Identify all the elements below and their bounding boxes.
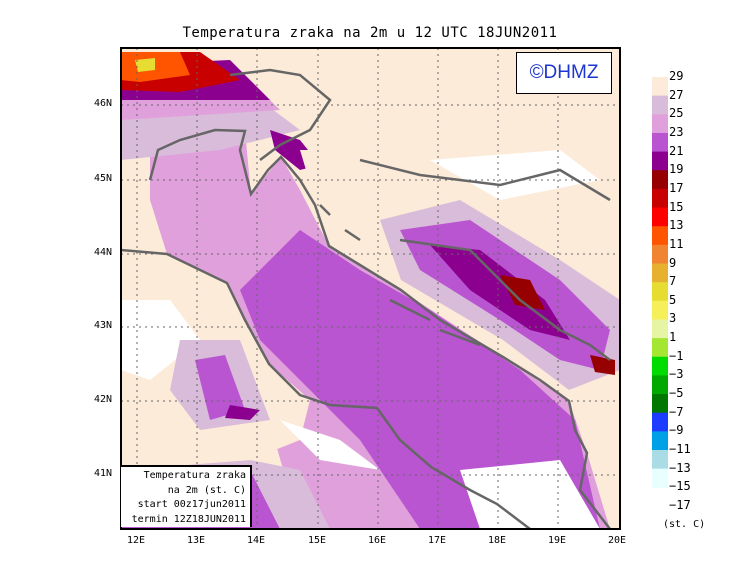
legend-label: 5: [669, 292, 677, 307]
legend-swatch: [652, 356, 668, 376]
legend-swatch: [652, 77, 668, 97]
lat-label: 43N: [94, 320, 113, 331]
legend-label: −15: [669, 479, 691, 494]
dinaric-warm: [430, 245, 570, 340]
map-title: Temperatura zraka na 2m u 12 UTC 18JUN20…: [182, 25, 558, 41]
legend-swatch: [652, 319, 668, 339]
legend-swatch: [652, 263, 668, 283]
lon-label: 20E: [608, 535, 627, 546]
legend-label: 3: [669, 311, 677, 326]
lat-label: 44N: [94, 247, 113, 258]
legend-label: 11: [669, 236, 684, 251]
gargano-white: [280, 420, 380, 470]
legend-swatch: [652, 450, 668, 470]
italy-warm: [225, 405, 260, 420]
legend-label: −5: [669, 386, 684, 401]
legend-label: −13: [669, 460, 691, 475]
legend-label: 15: [669, 199, 684, 214]
coastline: [121, 68, 611, 529]
legend-label: −3: [669, 367, 684, 382]
lat-label: 46N: [94, 98, 113, 109]
lat-label: 42N: [94, 394, 113, 405]
lon-label: 19E: [548, 535, 567, 546]
legend-swatch: [652, 132, 668, 153]
lon-label: 13E: [187, 535, 206, 546]
legend-label: −7: [669, 404, 684, 419]
legend-label: 9: [669, 255, 677, 270]
legend-swatch: [652, 244, 668, 264]
legend-swatch: [652, 338, 668, 358]
legend-swatch: [652, 207, 668, 227]
italy-purple: [195, 355, 245, 420]
info-line-3: start 00z17jun2011: [137, 499, 246, 510]
map-frame: [120, 47, 621, 530]
legend-label: −17: [669, 497, 691, 512]
legend-swatch: [652, 412, 668, 432]
legend-swatch: [652, 170, 668, 190]
legend-unit: (st. C): [663, 519, 706, 530]
lat-label: 45N: [94, 173, 113, 184]
info-line-2: na 2m (st. C): [167, 484, 246, 496]
legend-swatch: [652, 394, 668, 414]
legend-swatch: [652, 188, 668, 209]
info-line-1: Temperatura zraka: [143, 470, 246, 481]
legend-label: −1: [669, 348, 684, 363]
legend-label: 27: [669, 87, 684, 102]
legend-swatch: [652, 114, 668, 134]
alps-yellow: [135, 58, 155, 72]
legend-swatch: [652, 468, 668, 488]
legend-swatch: [652, 375, 668, 395]
dhmz-logo: ©DHMZ: [516, 52, 612, 94]
dinaric-hot: [500, 275, 545, 310]
legend-label: 13: [669, 218, 684, 233]
legend-label: 7: [669, 274, 677, 289]
legend-swatch: [652, 431, 668, 451]
legend-label: 29: [669, 69, 684, 83]
legend-swatch: [652, 151, 668, 171]
lon-label: 12E: [127, 535, 146, 546]
legend-swatch: [652, 226, 668, 246]
legend-swatch: [652, 282, 668, 302]
south-white: [460, 460, 600, 529]
legend-label: −11: [669, 442, 691, 456]
legend-label: 17: [669, 180, 684, 195]
info-box: Temperatura zraka na 2m (st. C) start 00…: [121, 465, 252, 527]
color-legend: [652, 77, 668, 488]
lat-label: 41N: [94, 468, 113, 479]
lon-label: 14E: [247, 535, 266, 546]
legend-label: 23: [669, 124, 684, 139]
legend-swatch: [652, 95, 668, 115]
info-line-4: termin 12Z18JUN2011: [131, 513, 246, 525]
legend-label: 21: [669, 143, 684, 158]
legend-label: 1: [669, 330, 677, 345]
lon-label: 18E: [488, 535, 507, 546]
lon-label: 16E: [368, 535, 387, 546]
lon-label: 15E: [308, 535, 327, 546]
legend-label: 25: [669, 106, 684, 121]
legend-label: 19: [669, 162, 684, 177]
sea-central: [240, 230, 600, 529]
lon-label: 17E: [428, 535, 447, 546]
legend-label: −9: [669, 423, 684, 438]
legend-swatch: [652, 300, 668, 320]
graticule: [121, 48, 620, 529]
italy-white: [121, 300, 200, 380]
alps-orange: [121, 52, 190, 82]
